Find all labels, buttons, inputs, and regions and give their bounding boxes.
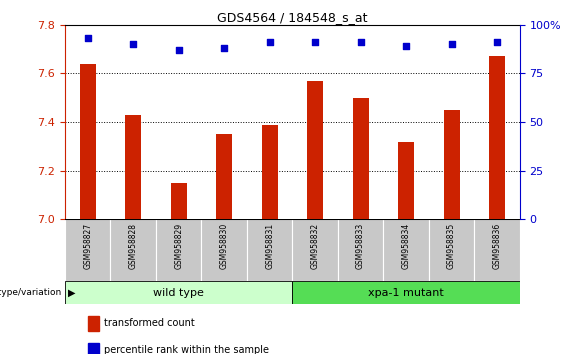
Text: GSM958835: GSM958835	[447, 223, 456, 269]
Point	[447, 41, 456, 47]
Text: GSM958829: GSM958829	[174, 223, 183, 269]
Text: GSM958831: GSM958831	[265, 223, 274, 269]
Bar	[125, 115, 141, 219]
Text: percentile rank within the sample: percentile rank within the sample	[103, 345, 268, 354]
Bar	[475, 219, 520, 281]
Bar	[88, 316, 99, 331]
Point	[220, 45, 229, 51]
Bar	[307, 81, 323, 219]
Text: GSM958828: GSM958828	[129, 223, 138, 269]
Bar	[262, 125, 277, 219]
Bar	[80, 64, 95, 219]
Point	[129, 41, 138, 47]
Bar	[489, 56, 505, 219]
Text: GSM958833: GSM958833	[356, 223, 365, 269]
Text: xpa-1 mutant: xpa-1 mutant	[368, 288, 444, 298]
Bar	[338, 219, 384, 281]
Bar	[247, 219, 293, 281]
Bar	[88, 343, 99, 354]
Point	[493, 40, 502, 45]
Bar	[398, 142, 414, 219]
Text: GSM958836: GSM958836	[493, 223, 502, 269]
Text: GSM958834: GSM958834	[402, 223, 411, 269]
Point	[311, 40, 320, 45]
Bar	[444, 110, 459, 219]
Point	[402, 44, 411, 49]
Text: ▶: ▶	[68, 288, 75, 298]
Point	[356, 40, 365, 45]
Text: GSM958832: GSM958832	[311, 223, 320, 269]
Text: GSM958830: GSM958830	[220, 223, 229, 269]
Bar	[171, 183, 186, 219]
Point	[83, 35, 92, 41]
Bar	[384, 219, 429, 281]
Bar	[65, 281, 293, 304]
Bar	[65, 219, 111, 281]
Bar	[353, 98, 368, 219]
Point	[265, 40, 274, 45]
Bar	[111, 219, 156, 281]
Bar	[293, 281, 520, 304]
Point	[174, 47, 183, 53]
Text: GSM958827: GSM958827	[83, 223, 92, 269]
Bar	[216, 134, 232, 219]
Text: transformed count: transformed count	[103, 318, 194, 328]
Bar	[429, 219, 475, 281]
Bar	[156, 219, 202, 281]
Title: GDS4564 / 184548_s_at: GDS4564 / 184548_s_at	[217, 11, 368, 24]
Bar	[293, 219, 338, 281]
Text: wild type: wild type	[153, 288, 204, 298]
Text: genotype/variation: genotype/variation	[0, 289, 62, 297]
Bar	[202, 219, 247, 281]
